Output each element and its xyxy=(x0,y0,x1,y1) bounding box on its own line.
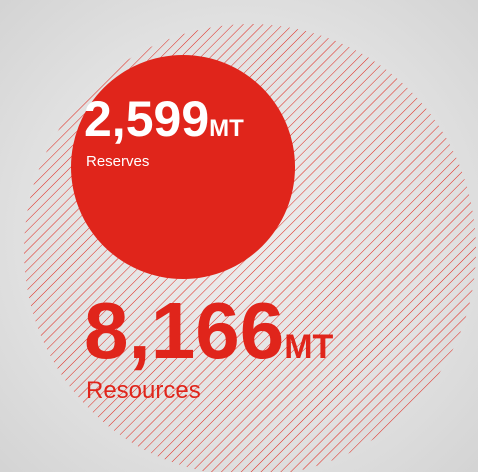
page: 2,599MT Reserves 8,166MT Resources (() =… xyxy=(0,0,478,472)
reserves-unit: MT xyxy=(209,115,244,142)
resources-unit: MT xyxy=(284,328,333,366)
reserves-value: 2,599 xyxy=(84,91,209,147)
infographic: 2,599MT Reserves 8,166MT Resources xyxy=(0,0,478,472)
resources-label: Resources xyxy=(86,377,201,404)
resources-value: 8,166 xyxy=(84,286,284,375)
reserves-label: Reserves xyxy=(86,153,149,170)
